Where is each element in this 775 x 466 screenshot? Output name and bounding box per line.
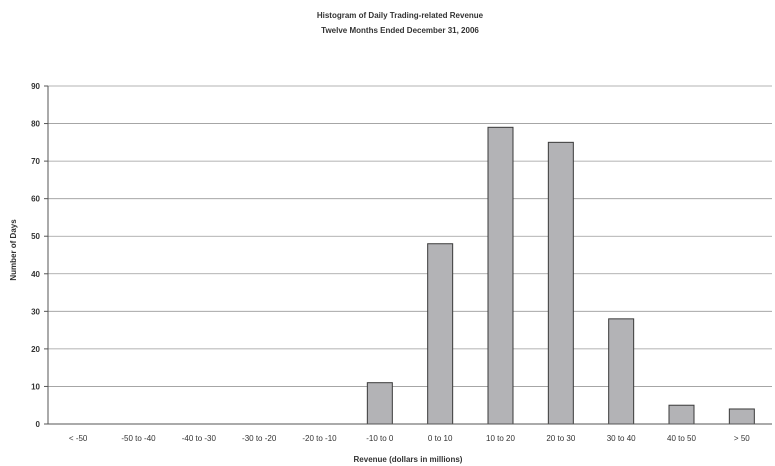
bar-7	[427, 243, 454, 425]
x-tick-label: -50 to -40	[121, 434, 156, 443]
bar-8	[487, 126, 514, 425]
x-tick-label: 0 to 10	[428, 434, 453, 443]
x-tick-label: < -50	[69, 434, 88, 443]
y-tick-label: 0	[36, 420, 41, 429]
y-tick-label: 40	[31, 270, 40, 279]
chart-subtitle: Twelve Months Ended December 31, 2006	[321, 26, 479, 35]
x-tick-label: 30 to 40	[607, 434, 636, 443]
y-tick-label: 30	[31, 307, 40, 316]
bar-10	[608, 318, 635, 425]
bar-12	[728, 408, 755, 425]
y-tick-label: 50	[31, 232, 40, 241]
x-tick-label: -10 to 0	[366, 434, 394, 443]
x-tick-labels: < -50 -50 to -40 -40 to -30 -30 to -20 -20 t…	[69, 434, 750, 443]
chart-title: Histogram of Daily Trading-related Reven…	[317, 11, 484, 20]
y-tick-label: 20	[31, 345, 40, 354]
bar-9	[547, 141, 574, 425]
x-axis-label: Revenue (dollars in millions)	[354, 455, 463, 464]
x-tick-label: > 50	[734, 434, 750, 443]
x-tick-label: -30 to -20	[242, 434, 277, 443]
bar-11	[668, 404, 695, 425]
gridlines	[48, 85, 772, 387]
y-tick-label: 10	[31, 382, 40, 391]
y-axis-label: Number of Days	[9, 219, 18, 281]
y-tick-label: 60	[31, 195, 40, 204]
x-tick-label: -20 to -10	[302, 434, 337, 443]
bar-6	[366, 382, 393, 425]
x-tick-label: 20 to 30	[546, 434, 575, 443]
y-tick-label: 70	[31, 157, 40, 166]
bars	[366, 126, 755, 425]
y-tick-label: 90	[31, 82, 40, 91]
x-tick-label: -40 to -30	[182, 434, 217, 443]
x-tick-label: 40 to 50	[667, 434, 696, 443]
axes	[44, 85, 772, 425]
y-tick-labels: 0 10 20 30 40 50 60 70 80 90	[31, 82, 40, 429]
y-tick-label: 80	[31, 120, 40, 129]
x-tick-label: 10 to 20	[486, 434, 515, 443]
